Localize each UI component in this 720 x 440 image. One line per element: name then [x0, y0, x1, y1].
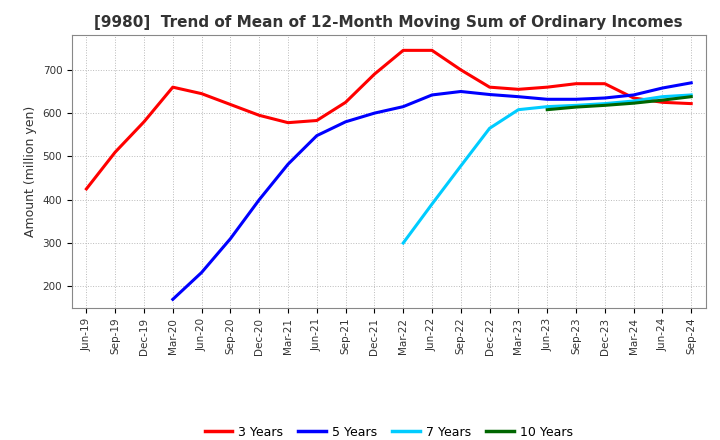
Y-axis label: Amount (million yen): Amount (million yen)	[24, 106, 37, 237]
Title: [9980]  Trend of Mean of 12-Month Moving Sum of Ordinary Incomes: [9980] Trend of Mean of 12-Month Moving …	[94, 15, 683, 30]
Legend: 3 Years, 5 Years, 7 Years, 10 Years: 3 Years, 5 Years, 7 Years, 10 Years	[199, 421, 578, 440]
